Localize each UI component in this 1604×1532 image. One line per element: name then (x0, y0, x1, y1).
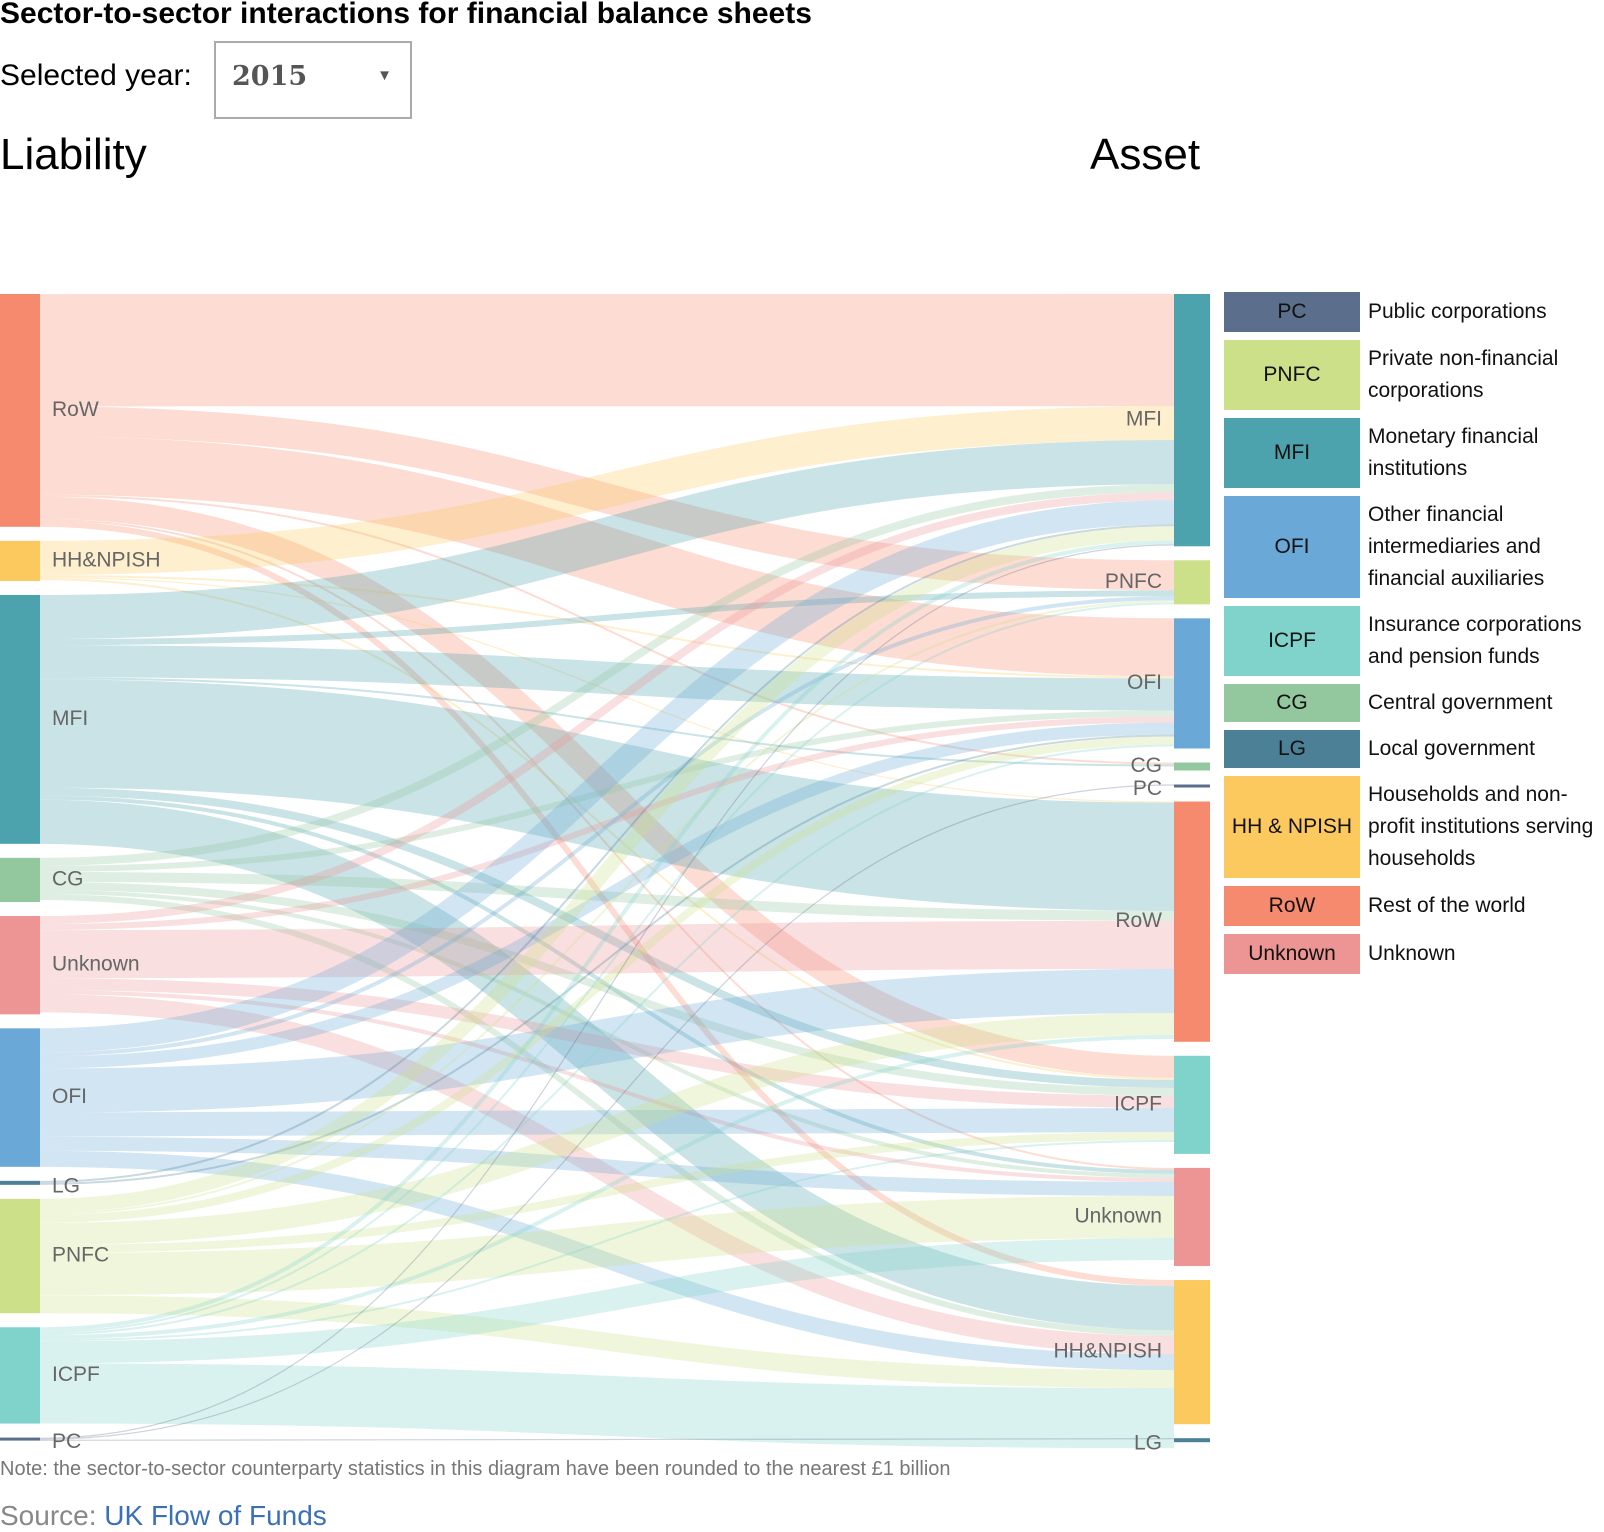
right-node-icpf[interactable] (1174, 1056, 1210, 1154)
right-node-ofi[interactable] (1174, 618, 1210, 748)
legend-swatch-pnfc: PNFC (1224, 340, 1360, 410)
left-node-label-hh-npish: HH&NPISH (52, 548, 161, 571)
left-node-icpf[interactable] (0, 1327, 40, 1423)
page-title: Sector-to-sector interactions for financ… (0, 0, 812, 31)
legend-label-cg: Central government (1368, 684, 1604, 722)
source-prefix: Source: (0, 1500, 104, 1531)
left-node-hh-npish[interactable] (0, 541, 40, 581)
left-node-label-lg: LG (52, 1174, 80, 1197)
left-node-pnfc[interactable] (0, 1199, 40, 1313)
left-node-unknown[interactable] (0, 916, 40, 1014)
legend-swatch-icpf: ICPF (1224, 606, 1360, 676)
source-line: Source: UK Flow of Funds (0, 1500, 327, 1532)
right-node-label-hh-npish: HH&NPISH (1053, 1340, 1162, 1363)
legend-label-mfi: Monetary financial institutions (1368, 418, 1604, 488)
left-node-mfi[interactable] (0, 595, 40, 844)
left-node-label-mfi: MFI (52, 707, 88, 730)
left-node-pc[interactable] (0, 1438, 40, 1441)
left-node-ofi[interactable] (0, 1028, 40, 1166)
left-node-lg[interactable] (0, 1181, 40, 1185)
right-node-pc[interactable] (1174, 785, 1210, 788)
right-node-unknown[interactable] (1174, 1168, 1210, 1266)
right-node-cg[interactable] (1174, 763, 1210, 771)
year-selector-label: Selected year: (0, 59, 192, 93)
right-node-label-icpf: ICPF (1114, 1092, 1162, 1115)
legend-swatch-row: RoW (1224, 886, 1360, 926)
legend-label-icpf: Insurance corporations and pension funds (1368, 606, 1604, 676)
right-node-label-pc: PC (1133, 777, 1162, 800)
asset-heading: Asset (1090, 130, 1200, 180)
legend-label-pc: Public corporations (1368, 292, 1604, 332)
sankey-diagram: RoW HH&NPISH MFI CG Unknown OFI LG PNFC ICPF PC MF… (0, 280, 1210, 1450)
left-node-row[interactable] (0, 294, 40, 527)
legend-swatch-cg: CG (1224, 684, 1360, 722)
legend-label-ofi: Other financial intermediaries and finan… (1368, 496, 1604, 598)
right-node-hh-npish[interactable] (1174, 1280, 1210, 1424)
legend-swatch-pc: PC (1224, 292, 1360, 332)
legend-swatch-lg: LG (1224, 730, 1360, 768)
legend-swatch-mfi: MFI (1224, 418, 1360, 488)
link-unknown-to-row[interactable] (40, 945, 1174, 954)
left-node-cg[interactable] (0, 858, 40, 902)
legend-label-hh-npish: Households and non-profit institutions s… (1368, 776, 1604, 878)
liability-heading: Liability (0, 130, 147, 180)
legend-label-unknown: Unknown (1368, 934, 1604, 974)
right-node-mfi[interactable] (1174, 294, 1210, 546)
left-node-label-pc: PC (52, 1430, 81, 1450)
right-node-lg[interactable] (1174, 1438, 1210, 1442)
legend-label-row: Rest of the world (1368, 886, 1604, 926)
legend-swatch-unknown: Unknown (1224, 934, 1360, 974)
year-dropdown[interactable]: 2015 ▼ (214, 41, 412, 119)
year-dropdown-value: 2015 (232, 61, 307, 92)
legend-label-pnfc: Private non-financial corporations (1368, 340, 1604, 410)
right-node-label-mfi: MFI (1126, 408, 1162, 431)
sankey-links (40, 350, 1174, 1440)
right-node-label-cg: CG (1131, 754, 1163, 777)
right-node-label-row: RoW (1115, 909, 1162, 932)
source-link[interactable]: UK Flow of Funds (104, 1500, 327, 1531)
right-node-label-ofi: OFI (1127, 671, 1162, 694)
right-node-label-lg: LG (1134, 1432, 1162, 1450)
right-node-label-unknown: Unknown (1074, 1205, 1162, 1228)
legend-swatch-ofi: OFI (1224, 496, 1360, 598)
right-node-row[interactable] (1174, 802, 1210, 1042)
legend-swatch-hh-npish: HH & NPISH (1224, 776, 1360, 878)
left-node-label-unknown: Unknown (52, 953, 140, 976)
left-node-label-pnfc: PNFC (52, 1244, 109, 1267)
chevron-down-icon: ▼ (377, 67, 392, 84)
left-node-label-cg: CG (52, 867, 84, 890)
left-node-label-row: RoW (52, 398, 99, 421)
link-icpf-to-hh-npish[interactable] (40, 1393, 1174, 1418)
rounding-note: Note: the sector-to-sector counterparty … (0, 1458, 951, 1481)
legend-label-lg: Local government (1368, 730, 1604, 768)
right-node-label-pnfc: PNFC (1105, 570, 1162, 593)
right-node-pnfc[interactable] (1174, 560, 1210, 604)
left-node-label-ofi: OFI (52, 1085, 87, 1108)
left-node-label-icpf: ICPF (52, 1363, 100, 1386)
